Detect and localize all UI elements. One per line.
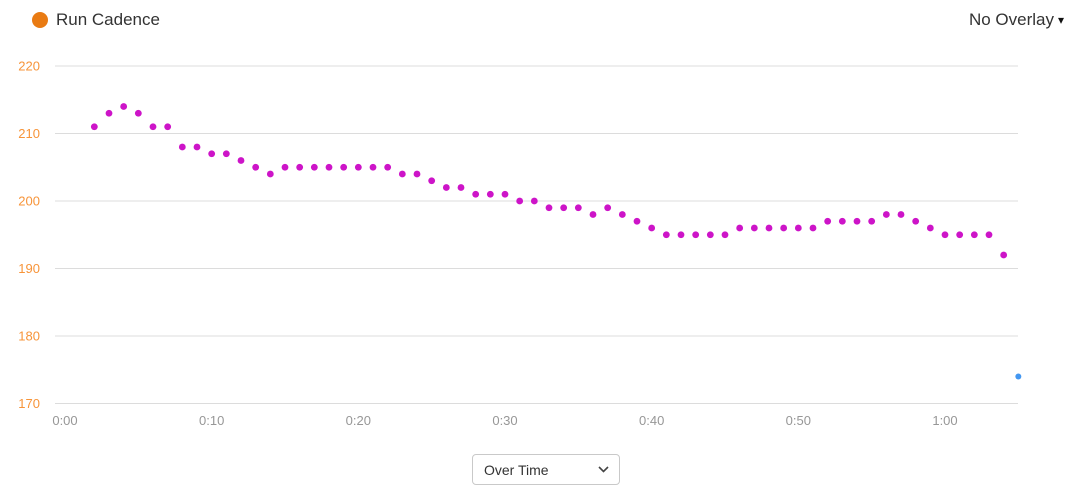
run-cadence-scatter-chart: 220 210 200 190 180 170 0:00 0:10 0:20 0:30 0:40 0:… [18,59,1022,428]
data-point [120,103,128,110]
chart-area: 220 210 200 190 180 170 0:00 0:10 0:20 0:30 0:40 0:… [18,59,1022,428]
legend-dot-icon [32,12,48,28]
data-point [237,157,245,164]
data-point [765,224,773,232]
data-point [706,231,714,239]
data-point [281,163,289,171]
x-tick-label: 1:00 [932,413,957,428]
data-point [897,211,905,218]
data-point [354,163,362,171]
data-point [310,163,318,171]
data-point [516,197,524,205]
caret-down-icon: ▾ [1057,13,1064,27]
data-point [912,217,920,225]
data-point [105,109,113,117]
data-point [794,224,802,232]
data-point [692,231,700,239]
data-point [193,143,201,151]
data-point [340,163,348,171]
overlay-dropdown[interactable]: No Overlay ▾ [969,10,1064,30]
data-point [560,204,568,212]
data-point [222,150,230,158]
data-point [501,190,509,198]
chevron-down-icon [598,466,609,473]
y-tick-label: 190 [18,261,40,276]
data-point [721,231,729,239]
x-tick-label: 0:10 [199,413,224,428]
data-point [164,123,172,131]
data-point [149,123,157,131]
legend: Run Cadence [32,10,160,30]
data-point [838,217,846,225]
data-point [941,231,949,239]
data-point [266,170,274,178]
data-point [956,231,964,239]
data-point [882,211,890,218]
data-point [604,204,612,212]
data-point [252,163,260,171]
data-point [325,163,333,171]
y-tick-label: 220 [18,59,40,74]
data-point [736,224,744,232]
data-point [413,170,421,178]
data-point [530,197,538,205]
data-point [824,217,832,225]
chart-header: Run Cadence No Overlay ▾ [32,10,1064,30]
x-tick-label: 0:40 [639,413,664,428]
data-point [970,231,978,239]
data-point [853,217,861,225]
data-point [428,177,436,185]
data-point [545,204,553,212]
data-point [486,190,494,198]
x-tick-label: 0:00 [52,413,77,428]
data-point [868,217,876,225]
data-point [618,211,626,218]
chart-footer: Over Time [0,454,1092,485]
data-point [589,211,597,218]
y-tick-label: 180 [18,329,40,344]
y-tick-label: 200 [18,194,40,209]
data-point [809,224,817,232]
data-point [985,231,993,239]
data-point [780,224,788,232]
data-point [134,109,142,117]
data-point [1000,251,1008,259]
data-point [472,190,480,198]
data-point [369,163,377,171]
x-axis-mode-value: Over Time [484,461,549,478]
data-point [926,224,934,232]
overlay-data-point [1015,373,1022,380]
x-tick-label: 0:50 [786,413,811,428]
data-point [662,231,670,239]
data-point [296,163,304,171]
data-point [398,170,406,178]
data-point [457,184,465,191]
data-point [384,163,392,171]
y-tick-label: 170 [18,396,40,411]
data-point [648,224,656,232]
data-point [633,217,641,225]
data-point [178,143,186,151]
x-tick-label: 0:20 [346,413,371,428]
legend-label: Run Cadence [56,10,160,29]
data-point [677,231,685,239]
data-point [574,204,582,212]
data-point [750,224,758,232]
data-point [90,123,98,131]
overlay-dropdown-label: No Overlay [968,10,1054,29]
data-point [442,184,450,191]
x-axis-mode-select[interactable]: Over Time [472,454,620,485]
data-point [208,150,216,158]
y-tick-label: 210 [18,126,40,141]
x-tick-label: 0:30 [492,413,517,428]
